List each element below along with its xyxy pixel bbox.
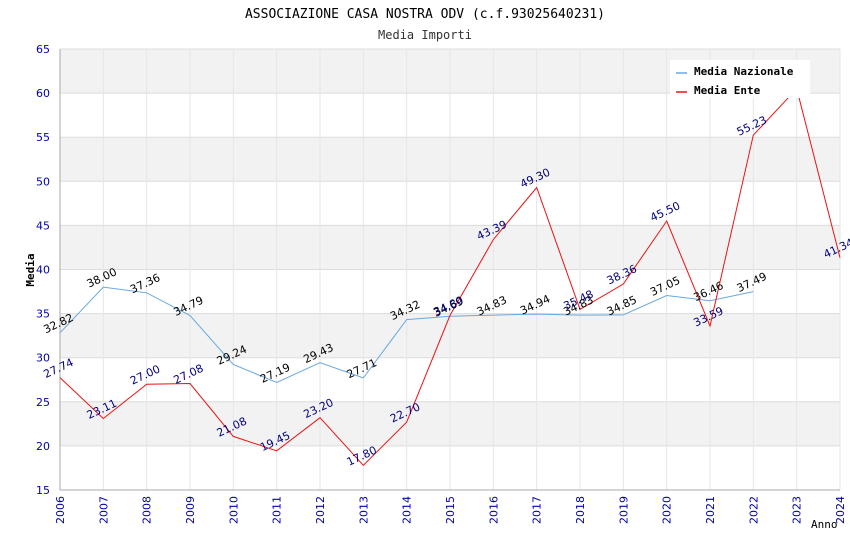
series-line-1 bbox=[59, 87, 841, 467]
series-line-0 bbox=[59, 286, 754, 384]
x-tick-label: 2023 bbox=[791, 496, 804, 524]
chart-title: ASSOCIAZIONE CASA NOSTRA ODV (c.f.930256… bbox=[245, 7, 605, 22]
x-tick-label: 2018 bbox=[574, 496, 587, 524]
x-tick-label: 2017 bbox=[531, 496, 544, 524]
x-tick-label: 2015 bbox=[444, 496, 457, 524]
y-tick-label: 30 bbox=[36, 352, 50, 365]
x-tick-label: 2013 bbox=[357, 496, 370, 524]
x-tick-label: 2019 bbox=[617, 496, 630, 524]
data-label: 37.49 bbox=[735, 270, 769, 295]
legend-label-nazionale: Media Nazionale bbox=[694, 65, 794, 78]
axes bbox=[59, 49, 840, 491]
y-tick-label: 45 bbox=[36, 219, 50, 232]
chart-subtitle: Media Importi bbox=[378, 28, 472, 42]
y-tick-label: 20 bbox=[36, 440, 50, 453]
x-tick-label: 2009 bbox=[184, 496, 197, 524]
y-axis-label: Media bbox=[24, 253, 37, 286]
y-tick-label: 55 bbox=[36, 131, 50, 144]
data-label: 45.50 bbox=[648, 199, 682, 224]
legend: Media Nazionale Media Ente bbox=[670, 60, 810, 98]
y-tick-label: 65 bbox=[36, 43, 50, 56]
x-axis-label: Anno bbox=[811, 518, 838, 531]
x-tick-label: 2024 bbox=[834, 496, 847, 524]
gridlines bbox=[59, 48, 841, 491]
x-tick-label: 2012 bbox=[314, 496, 327, 524]
x-tick-labels: 2006 2007 2008 2009 2010 2011 2012 2013 2014 2015… bbox=[54, 496, 847, 524]
x-tick-label: 2008 bbox=[141, 496, 154, 524]
x-tick-label: 2006 bbox=[54, 496, 67, 524]
x-tick-label: 2016 bbox=[487, 496, 500, 524]
x-tick-label: 2011 bbox=[271, 496, 284, 524]
data-label: 55.23 bbox=[735, 113, 769, 138]
x-tick-label: 2014 bbox=[401, 496, 414, 524]
data-label: 37.05 bbox=[648, 274, 682, 299]
data-label: 17.80 bbox=[345, 444, 379, 469]
y-tick-label: 35 bbox=[36, 308, 50, 321]
y-tick-label: 15 bbox=[36, 484, 50, 497]
x-tick-label: 2010 bbox=[227, 496, 240, 524]
series-lines bbox=[59, 87, 841, 467]
y-tick-label: 25 bbox=[36, 396, 50, 409]
x-tick-label: 2020 bbox=[661, 496, 674, 524]
x-tick-label: 2021 bbox=[704, 496, 717, 524]
legend-box bbox=[670, 60, 810, 98]
legend-label-ente: Media Ente bbox=[694, 84, 761, 97]
x-tick-label: 2007 bbox=[97, 496, 110, 524]
x-tick-label: 2022 bbox=[747, 496, 760, 524]
y-tick-label: 40 bbox=[36, 264, 50, 277]
y-tick-label: 50 bbox=[36, 175, 50, 188]
y-tick-labels: 15 20 25 30 35 40 45 50 55 60 65 bbox=[36, 43, 50, 497]
y-tick-label: 60 bbox=[36, 87, 50, 100]
